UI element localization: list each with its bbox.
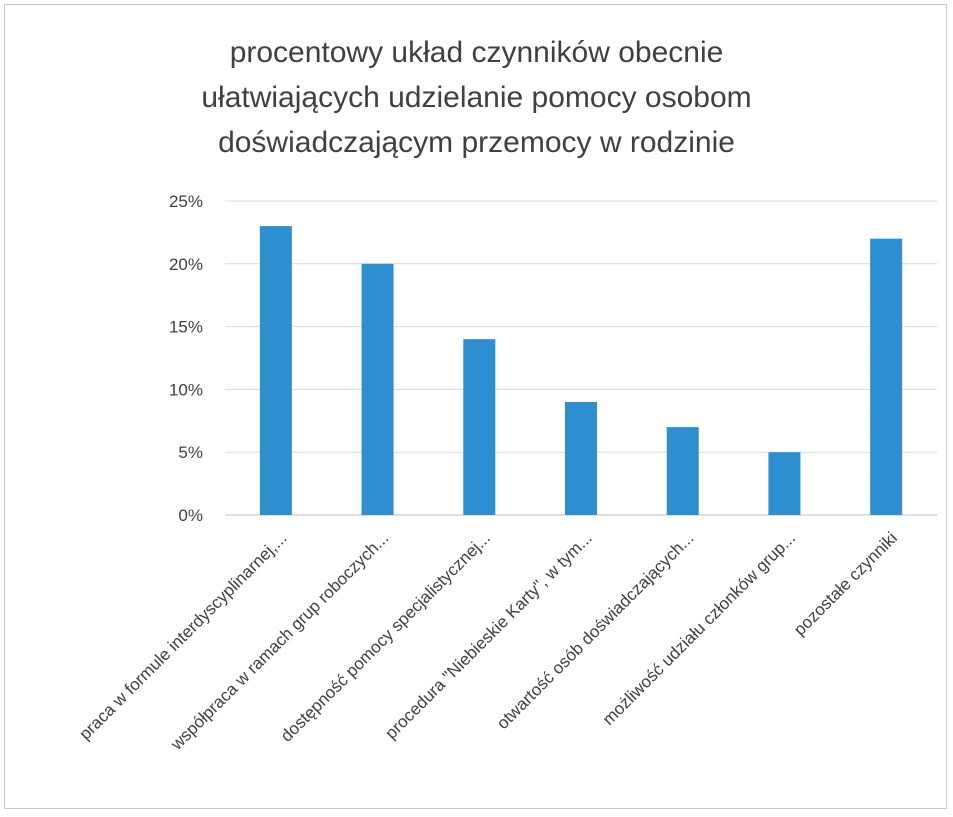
- bar: [565, 401, 597, 515]
- x-category-label: dostępność pomocy specjalistycznej...: [277, 528, 494, 745]
- x-category-label: pozostałe czynniki: [790, 528, 901, 639]
- y-tick-label: 0%: [178, 506, 203, 525]
- x-category-label: współpraca w ramach grup roboczych...: [166, 528, 392, 754]
- x-category-label: otwartość osób doświadczających...: [493, 528, 698, 733]
- chart-title: procentowy układ czynników obecnie ułatw…: [201, 36, 752, 159]
- bar: [259, 226, 292, 515]
- bar: [870, 238, 903, 515]
- bar: [666, 427, 699, 515]
- x-axis-category-labels: praca w formule interdyscyplinarnej,...w…: [75, 528, 900, 754]
- x-category-label: procedura "Niebieskie Karty", w tym...: [381, 528, 595, 742]
- y-axis-tick-labels: 0% 5% 10% 15% 20% 25%: [169, 192, 203, 525]
- y-tick-label: 25%: [169, 192, 203, 211]
- x-category-label: możliwość udziału członków grup...: [599, 528, 800, 729]
- bar: [463, 339, 496, 515]
- bar: [361, 263, 394, 515]
- y-tick-label: 5%: [178, 443, 203, 462]
- x-category-label: praca w formule interdyscyplinarnej,...: [75, 528, 290, 743]
- bars: [259, 226, 903, 515]
- y-tick-label: 20%: [169, 255, 203, 274]
- bar: [768, 452, 801, 515]
- y-tick-label: 15%: [169, 318, 203, 337]
- y-tick-label: 10%: [169, 380, 203, 399]
